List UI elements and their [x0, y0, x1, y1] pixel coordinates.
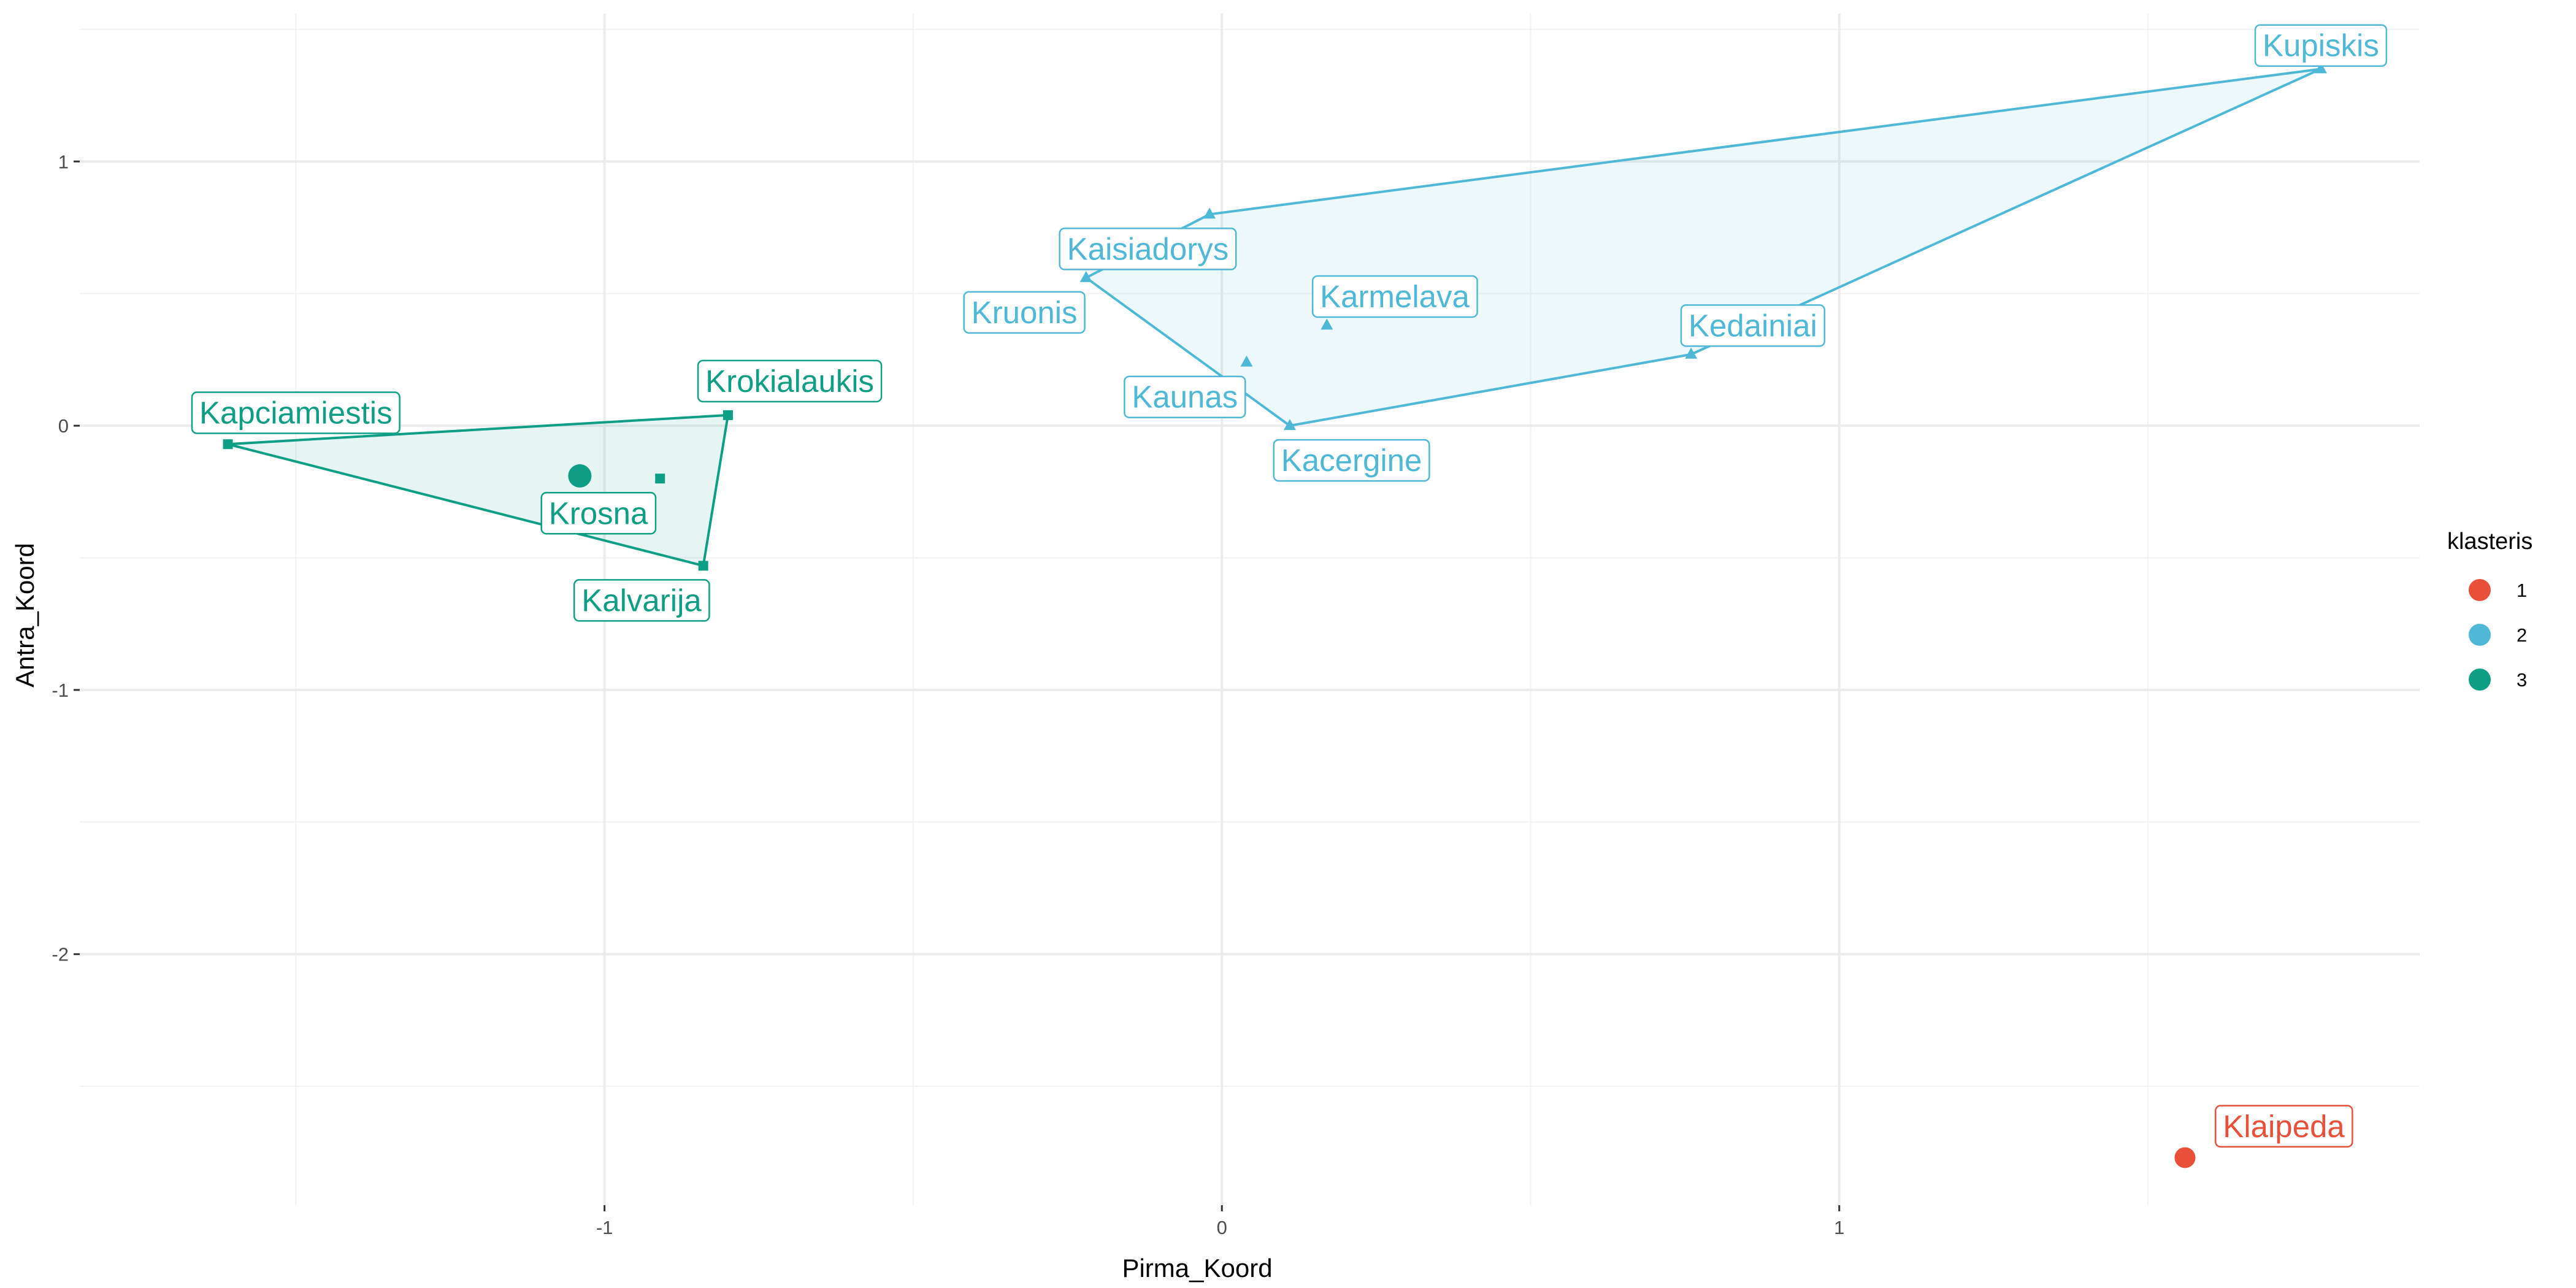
point-label: Kaisiadorys: [1059, 228, 1237, 270]
minor-gridlines: [80, 13, 2420, 1205]
legend-entry: 1: [2469, 579, 2527, 601]
point-label: Kaunas: [1124, 375, 1246, 418]
legend-key: [2469, 624, 2491, 646]
point-label-box: [540, 492, 657, 535]
legend-entry: 2: [2469, 624, 2527, 646]
point-label-text: Kalvarija: [581, 583, 702, 618]
point-label-text: Kaisiadorys: [1067, 231, 1229, 266]
cluster-3-centroid: [568, 464, 592, 488]
y-tick-label: -2: [52, 944, 69, 965]
point-label-box: [573, 579, 710, 622]
y-tick-label: -1: [52, 680, 69, 701]
point-label: Kapciamiestis: [191, 391, 401, 434]
data-point: [1321, 318, 1333, 330]
point-label: Karmelava: [1311, 275, 1478, 318]
data-points: [223, 62, 2327, 1168]
x-axis-title: Pirma_Koord: [1122, 1254, 1272, 1282]
point-label: Kedainiai: [1680, 304, 1826, 347]
x-axis: -1 0 1: [596, 1205, 1844, 1238]
x-tick-label: -1: [596, 1217, 613, 1238]
point-label-box: [191, 391, 401, 434]
point-label-text: Klaipeda: [2223, 1109, 2345, 1144]
y-tick-label: 1: [58, 151, 69, 172]
point-label: Krokialaukis: [697, 359, 883, 403]
point-label: Kacergine: [1273, 439, 1430, 482]
point-label-text: Kruonis: [972, 295, 1078, 330]
data-point: [655, 473, 665, 484]
y-axis-title: Antra_Koord: [10, 543, 39, 688]
y-axis: -2 -1 0 1: [52, 151, 80, 965]
point-label: Kruonis: [963, 291, 1086, 334]
point-label-text: Kupiskis: [2263, 28, 2379, 63]
point-label-box: [1124, 375, 1246, 418]
point-label: Kupiskis: [2254, 24, 2388, 67]
point-label-box: [1680, 304, 1826, 347]
point-label: Klaipeda: [2215, 1105, 2353, 1148]
point-labels: Klaipeda Kupiskis Kaisiadorys Kruonis Karmel…: [191, 24, 2388, 1148]
legend-label: 2: [2517, 624, 2527, 646]
legend-title: klasteris: [2447, 529, 2532, 554]
point-label-box: [1273, 439, 1430, 482]
data-point: [723, 410, 733, 420]
point-label-text: Kacergine: [1281, 443, 1422, 478]
point-label-box: [2254, 24, 2388, 67]
point-label-text: Krokialaukis: [705, 364, 874, 399]
point-label-box: [1311, 275, 1478, 318]
x-tick-label: 1: [1834, 1217, 1844, 1238]
point-label-box: [697, 359, 883, 403]
legend-label: 3: [2517, 669, 2527, 691]
data-point: [1240, 355, 1253, 367]
legend-entry: 3: [2469, 669, 2527, 691]
point-label-box: [2215, 1105, 2353, 1148]
data-point: [2314, 62, 2327, 74]
data-point: [1283, 419, 1296, 431]
point-label: Krosna: [540, 492, 657, 535]
legend: klasteris 1 2 3: [2447, 529, 2532, 691]
point-label-box: [1059, 228, 1237, 270]
point-label: Kalvarija: [573, 579, 710, 622]
point-label-text: Kapciamiestis: [199, 396, 393, 431]
legend-key: [2469, 579, 2491, 601]
data-point: [2174, 1147, 2196, 1168]
point-label-text: Kedainiai: [1689, 308, 1817, 343]
point-label-text: Karmelava: [1320, 279, 1470, 314]
point-label-box: [963, 291, 1086, 334]
legend-label: 1: [2517, 580, 2527, 601]
data-point: [698, 561, 708, 571]
point-label-text: Krosna: [549, 496, 648, 531]
data-point: [1079, 270, 1092, 282]
point-label-text: Kaunas: [1132, 380, 1238, 415]
y-tick-label: 0: [58, 415, 69, 437]
data-point: [1203, 207, 1216, 219]
data-point: [223, 439, 233, 450]
x-tick-label: 0: [1217, 1217, 1227, 1238]
legend-key: [2469, 669, 2491, 691]
data-point: [1685, 347, 1698, 359]
